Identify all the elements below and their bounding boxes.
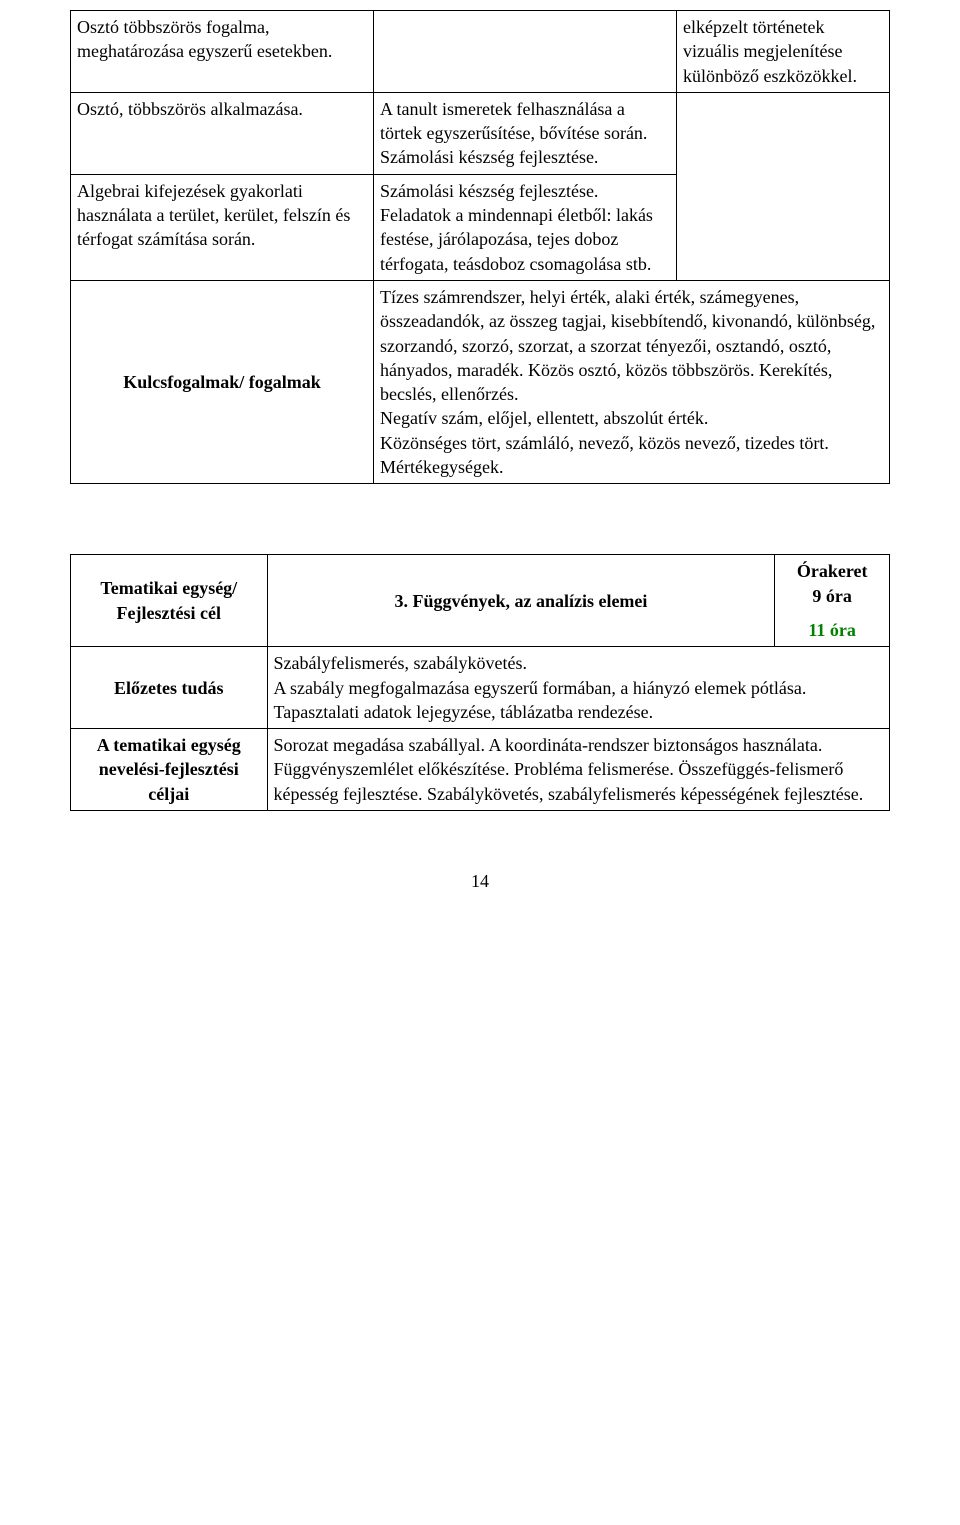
t2-r3c2: Sorozat megadása szabállyal. A koordinát… (267, 729, 889, 811)
t2-r1c3: Órakeret 9 óra 11 óra (775, 555, 890, 647)
t1-r1c3-text: elképzelt történetek vizuális megjelenít… (683, 17, 857, 86)
t2-r2c1: Előzetes tudás (71, 647, 268, 729)
t2-r1c3c: 11 óra (781, 618, 883, 642)
t1-r2c1: Osztó többszörös fogalma, meghatározása … (71, 11, 374, 93)
t2-r2c1-text: Előzetes tudás (114, 678, 224, 698)
t2-r1c1: Tematikai egység/ Fejlesztési cél (71, 555, 268, 647)
t2-r2c2: Szabályfelismerés, szabálykövetés. A sza… (267, 647, 889, 729)
t1-r3c1: Osztó, többszörös alkalmazása. (71, 92, 374, 174)
t1-r4c2-text: Számolási készség fejlesztése. Feladatok… (380, 181, 653, 274)
t1-r2c1-text: Osztó többszörös fogalma, meghatározása … (77, 17, 332, 61)
t2-r1c2-text: 3. Függvények, az analízis elemei (394, 591, 647, 611)
page-number: 14 (70, 871, 890, 892)
page-number-text: 14 (471, 871, 489, 891)
curriculum-table-1: Osztó többszörös fogalma, meghatározása … (70, 10, 890, 484)
t2-r2c2-text: Szabályfelismerés, szabálykövetés. A sza… (274, 653, 807, 722)
t1-r4c1: Algebrai kifejezések gyakorlati használa… (71, 174, 374, 280)
t1-key-label: Kulcsfogalmak/ fogalmak (71, 280, 374, 483)
curriculum-table-2: Tematikai egység/ Fejlesztési cél 3. Füg… (70, 554, 890, 811)
t1-r3c1-text: Osztó, többszörös alkalmazása. (77, 99, 303, 119)
t2-r1c3a: Órakeret (781, 559, 883, 583)
t2-r3c2-text: Sorozat megadása szabállyal. A koordinát… (274, 735, 864, 804)
t1-r3c2: A tanult ismeretek felhasználása a törte… (374, 92, 677, 174)
t2-r3c1-text: A tematikai egység nevelési-fejlesztési … (97, 735, 241, 804)
t1-r4c1-text: Algebrai kifejezések gyakorlati használa… (77, 181, 350, 250)
t2-r3c1: A tematikai egység nevelési-fejlesztési … (71, 729, 268, 811)
t1-key-label-text: Kulcsfogalmak/ fogalmak (123, 372, 321, 392)
t1-r3c2-text: A tanult ismeretek felhasználása a törte… (380, 99, 647, 168)
t1-key-text: Tízes számrendszer, helyi érték, alaki é… (380, 287, 875, 477)
t1-r2c3 (677, 92, 890, 280)
t1-r4c2: Számolási készség fejlesztése. Feladatok… (374, 174, 677, 280)
t2-r1c2: 3. Függvények, az analízis elemei (267, 555, 775, 647)
t2-r1c3b: 9 óra (781, 584, 883, 608)
t1-key-text-cell: Tízes számrendszer, helyi érték, alaki é… (374, 280, 890, 483)
t2-r1c1-text: Tematikai egység/ Fejlesztési cél (100, 578, 237, 622)
t1-r1c2 (374, 11, 677, 93)
t1-r1c3: elképzelt történetek vizuális megjelenít… (677, 11, 890, 93)
